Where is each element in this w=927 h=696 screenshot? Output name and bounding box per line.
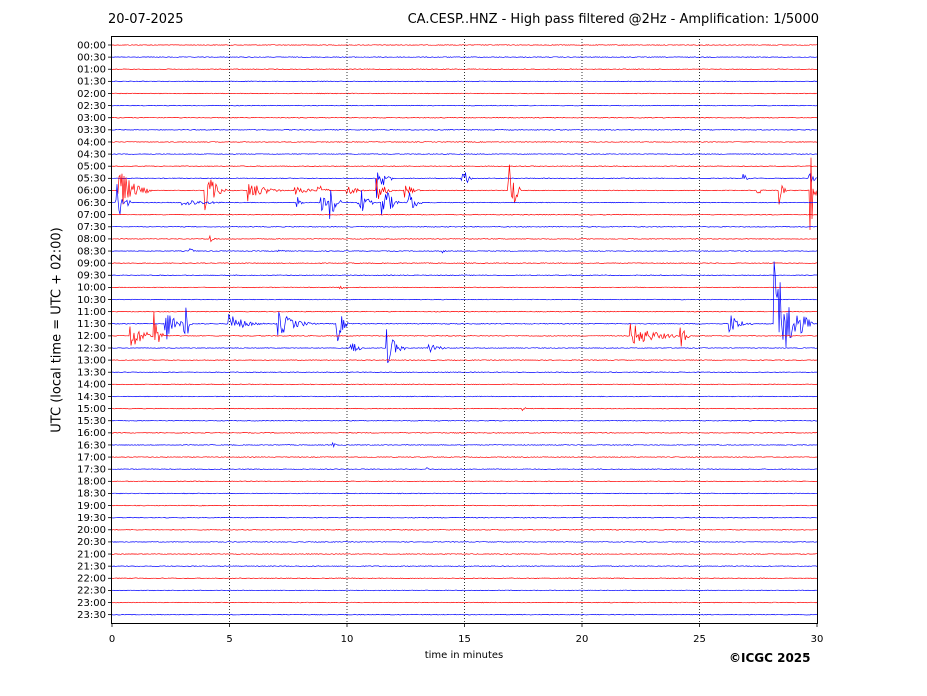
- trace-line: [111, 157, 818, 231]
- y-tick-label: 05:00: [77, 162, 106, 173]
- trace-line: [111, 516, 817, 519]
- trace-line: [111, 298, 818, 301]
- y-tick-label: 08:30: [77, 246, 106, 257]
- y-tick-label: 17:00: [77, 452, 106, 463]
- y-tick-label: 12:00: [77, 331, 106, 342]
- trace-line: [112, 541, 818, 543]
- y-tick-label: 16:00: [77, 428, 106, 439]
- y-tick-label: 08:00: [77, 234, 106, 245]
- trace-line: [111, 310, 818, 313]
- y-tick-label: 11:30: [77, 319, 106, 330]
- y-tick-label: 02:30: [77, 101, 106, 112]
- y-tick-label: 04:00: [77, 137, 106, 148]
- x-axis-label: time in minutes: [424, 650, 504, 661]
- trace-line: [111, 248, 818, 254]
- y-tick-label: 09:30: [77, 271, 106, 282]
- x-tick-label: 10: [341, 634, 354, 645]
- y-tick-label: 04:30: [77, 149, 106, 160]
- chart-title: CA.CESP..HNZ - High pass filtered @2Hz -…: [407, 12, 819, 27]
- y-tick-label: 07:00: [77, 210, 106, 221]
- y-tick-label: 15:00: [77, 404, 106, 415]
- y-tick-label: 05:30: [77, 174, 106, 185]
- plot-frame: [111, 36, 818, 624]
- y-tick-label: 15:30: [77, 416, 106, 427]
- y-tick-label: 00:00: [77, 40, 106, 51]
- y-tick-label: 23:30: [77, 610, 106, 621]
- trace-line: [111, 226, 817, 228]
- y-tick-label: 02:00: [77, 89, 106, 100]
- y-tick-label: 19:00: [77, 501, 106, 512]
- y-tick-label: 03:30: [77, 125, 106, 136]
- trace-line: [111, 504, 818, 507]
- y-tick-label: 20:00: [77, 525, 106, 536]
- y-tick-label: 18:00: [77, 477, 106, 488]
- date-label: 20-07-2025: [108, 12, 184, 27]
- trace-line: [111, 262, 817, 264]
- y-tick-label: 18:30: [77, 489, 106, 500]
- trace-line: [111, 285, 818, 290]
- trace-line: [111, 601, 818, 604]
- copyright-label: ©ICGC 2025: [729, 651, 811, 665]
- y-tick-label: 07:30: [77, 222, 106, 233]
- y-tick-label: 17:30: [77, 465, 106, 476]
- x-tick-label: 15: [458, 634, 471, 645]
- y-tick-label: 06:30: [77, 198, 106, 209]
- y-tick-label: 01:30: [77, 77, 106, 88]
- y-tick-label: 13:00: [77, 355, 106, 366]
- y-axis-label: UTC (local time = UTC + 02:00): [49, 227, 65, 433]
- y-tick-label: 11:00: [77, 307, 106, 318]
- x-tick-label: 30: [811, 634, 824, 645]
- y-tick-label: 00:30: [77, 52, 106, 63]
- seismic-traces: [111, 44, 818, 616]
- y-tick-label: 10:30: [77, 295, 106, 306]
- trace-line: [111, 311, 817, 347]
- trace-line: [112, 184, 818, 220]
- y-tick-label: 03:00: [77, 113, 106, 124]
- y-tick-label: 09:00: [77, 258, 106, 269]
- y-tick-label: 19:30: [77, 513, 106, 524]
- trace-line: [111, 529, 818, 531]
- y-tick-label: 14:30: [77, 392, 106, 403]
- trace-line: [111, 613, 818, 616]
- y-tick-label: 10:00: [77, 283, 106, 294]
- y-tick-label: 01:00: [77, 65, 106, 76]
- y-tick-label: 20:30: [77, 537, 106, 548]
- trace-line: [112, 172, 818, 198]
- x-axis-ticks: 0 5 10 15 20 25 30: [109, 623, 824, 645]
- y-tick-label: 13:30: [77, 368, 106, 379]
- y-tick-label: 06:00: [77, 186, 106, 197]
- vertical-gridlines: [229, 36, 700, 623]
- trace-line: [111, 589, 818, 592]
- y-tick-label: 21:00: [77, 549, 106, 560]
- x-tick-label: 20: [576, 634, 589, 645]
- trace-line: [111, 492, 818, 495]
- trace-line: [112, 553, 817, 555]
- trace-line: [111, 577, 818, 580]
- y-tick-label: 12:30: [77, 343, 106, 354]
- y-tick-label: 14:00: [77, 380, 106, 391]
- y-tick-label: 22:30: [77, 586, 106, 597]
- x-tick-label: 5: [226, 634, 232, 645]
- trace-line: [111, 274, 817, 277]
- y-tick-label: 21:30: [77, 561, 106, 572]
- y-tick-label: 23:00: [77, 598, 106, 609]
- x-tick-label: 0: [109, 634, 115, 645]
- trace-line: [112, 480, 818, 483]
- x-tick-label: 25: [693, 634, 706, 645]
- trace-line: [112, 213, 818, 216]
- trace-line: [111, 234, 817, 243]
- trace-line: [111, 565, 818, 567]
- y-tick-label: 16:30: [77, 440, 106, 451]
- trace-line: [112, 261, 818, 348]
- y-tick-label: 22:00: [77, 574, 106, 585]
